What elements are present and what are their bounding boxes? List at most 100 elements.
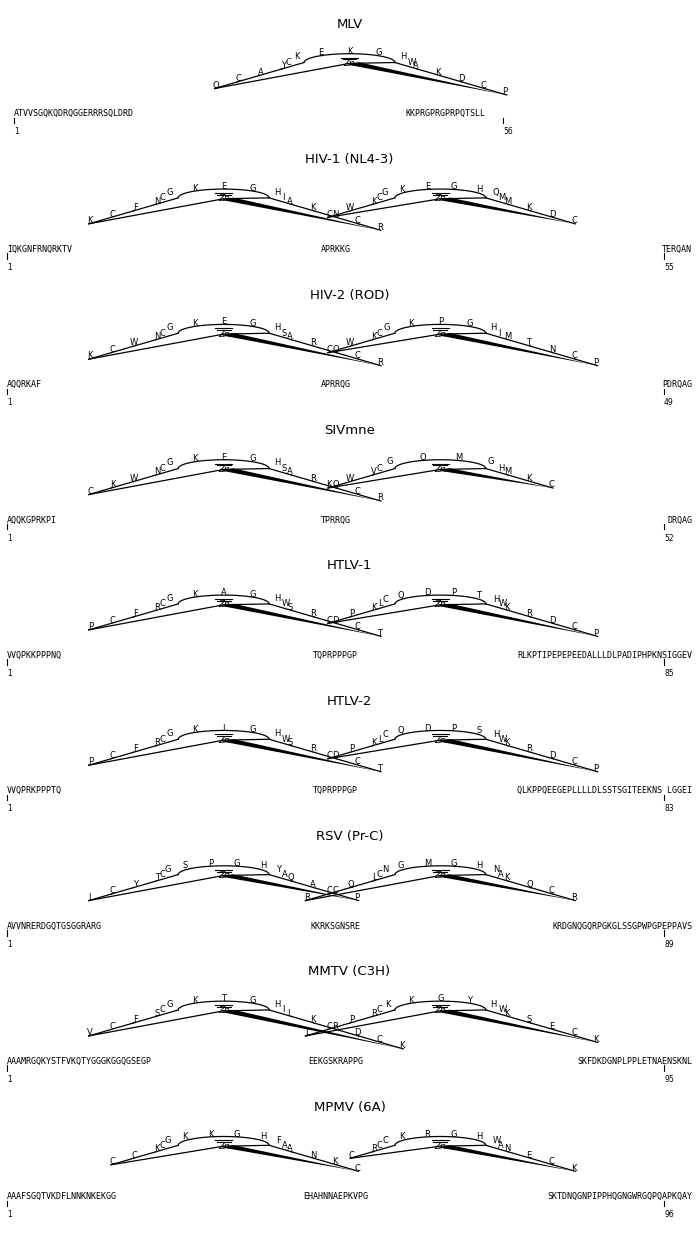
Text: E: E [526, 1151, 532, 1160]
Text: C: C [326, 1022, 332, 1030]
Text: F: F [133, 203, 138, 213]
Text: K: K [398, 1132, 404, 1141]
Text: M: M [504, 332, 511, 341]
Text: 1: 1 [7, 533, 12, 542]
Text: C: C [160, 328, 166, 338]
Text: E: E [221, 452, 226, 462]
Text: VVQPRKPPPTQ: VVQPRKPPPTQ [7, 786, 62, 796]
Text: N: N [154, 467, 160, 476]
Text: G: G [167, 188, 173, 196]
Text: K: K [526, 203, 532, 213]
Text: E: E [549, 1022, 554, 1030]
Polygon shape [438, 198, 575, 224]
Text: K: K [310, 1016, 315, 1024]
Text: R: R [310, 338, 315, 348]
Text: C: C [571, 1028, 577, 1037]
Text: G: G [466, 319, 473, 328]
Text: C: C [87, 487, 93, 496]
Text: C: C [571, 352, 577, 360]
Text: AQQRKAF: AQQRKAF [7, 380, 42, 389]
Text: E: E [425, 183, 430, 191]
Text: C: C [549, 480, 554, 490]
Text: N: N [154, 196, 160, 205]
Polygon shape [438, 604, 598, 636]
Text: R: R [310, 745, 315, 753]
Text: Q: Q [419, 454, 426, 462]
Text: S: S [287, 738, 293, 747]
Text: R: R [310, 609, 315, 618]
Text: T: T [221, 994, 226, 1003]
Text: HTLV-1: HTLV-1 [327, 559, 372, 572]
Text: S: S [282, 328, 287, 338]
Text: 1: 1 [7, 804, 12, 813]
Text: G: G [375, 48, 382, 57]
Text: W: W [129, 338, 138, 348]
Text: I: I [222, 723, 225, 732]
Text: D: D [549, 751, 555, 759]
Text: Zn: Zn [435, 600, 446, 609]
Text: K: K [332, 1157, 338, 1166]
Text: C: C [382, 1136, 388, 1145]
Text: C: C [354, 623, 360, 631]
Text: C: C [132, 1151, 138, 1160]
Text: 95: 95 [664, 1075, 674, 1084]
Text: C: C [110, 1157, 115, 1166]
Text: I: I [282, 194, 284, 203]
Text: H: H [491, 999, 497, 1009]
Text: K: K [182, 1132, 187, 1141]
Text: V: V [87, 1028, 93, 1037]
Text: Q: Q [493, 189, 499, 198]
Text: P: P [503, 87, 507, 96]
Text: C: C [377, 328, 382, 338]
Text: SKTDNQGNPIPPHQGNGWRGQPQAPKQAY: SKTDNQGNPIPPHQGNGWRGQPQAPKQAY [547, 1192, 692, 1201]
Text: R: R [526, 609, 532, 618]
Text: G: G [487, 457, 493, 466]
Text: A: A [221, 588, 226, 597]
Text: R: R [377, 493, 382, 502]
Text: K: K [110, 480, 115, 490]
Text: P: P [354, 892, 359, 902]
Text: C: C [110, 886, 115, 895]
Text: S: S [287, 603, 293, 612]
Text: Zn: Zn [218, 871, 229, 880]
Text: G: G [233, 859, 240, 868]
Text: HIV-1 (NL4-3): HIV-1 (NL4-3) [305, 153, 394, 167]
Text: C: C [382, 730, 388, 738]
Text: H: H [477, 1132, 483, 1141]
Text: G: G [167, 730, 173, 738]
Text: C: C [354, 487, 360, 496]
Text: K: K [593, 1034, 599, 1044]
Text: P: P [88, 623, 93, 631]
Text: R: R [332, 1022, 338, 1030]
Text: C: C [377, 1034, 382, 1044]
Text: 56: 56 [503, 128, 513, 137]
Text: APRRQG: APRRQG [321, 380, 350, 389]
Text: M: M [454, 454, 462, 462]
Text: C: C [110, 615, 115, 625]
Text: G: G [398, 861, 404, 870]
Text: T: T [526, 338, 531, 348]
Text: K: K [371, 738, 377, 747]
Text: A: A [287, 332, 293, 341]
Text: N: N [154, 332, 160, 341]
Text: M: M [504, 467, 511, 476]
Text: P: P [350, 1016, 354, 1024]
Text: A: A [413, 61, 419, 71]
Text: D: D [332, 615, 338, 625]
Text: L: L [377, 735, 382, 743]
Text: 1: 1 [7, 1211, 12, 1219]
Polygon shape [221, 469, 381, 501]
Text: D: D [332, 751, 338, 759]
Text: K: K [371, 603, 377, 612]
Text: Zn: Zn [218, 736, 229, 745]
Text: 49: 49 [664, 398, 674, 408]
Text: 1: 1 [7, 940, 12, 948]
Polygon shape [438, 740, 598, 772]
Text: R: R [424, 1130, 431, 1139]
Text: Y: Y [133, 880, 138, 889]
Text: APRKKG: APRKKG [321, 245, 350, 254]
Text: A: A [282, 1141, 287, 1150]
Text: N: N [493, 865, 499, 874]
Text: R: R [310, 474, 315, 482]
Text: L: L [305, 1028, 310, 1037]
